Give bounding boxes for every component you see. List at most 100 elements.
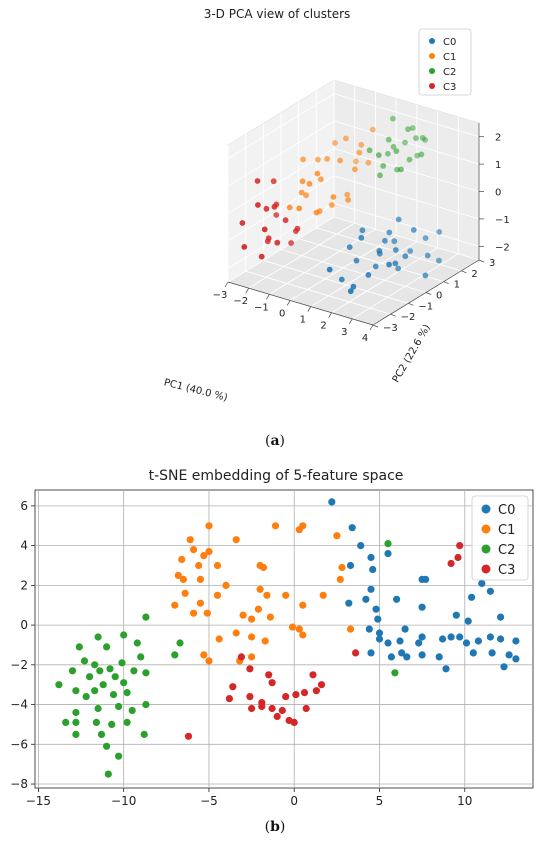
- y-tick-label: 0: [436, 291, 442, 302]
- point-c1: [222, 581, 230, 589]
- point-c0: [418, 651, 426, 659]
- x-tick-label: 0: [279, 308, 285, 319]
- point-c0: [422, 235, 429, 242]
- caption-close: ): [279, 433, 285, 449]
- point-c0: [347, 288, 354, 295]
- point-c0: [418, 633, 426, 641]
- point-c3: [241, 244, 248, 250]
- point-c2: [109, 691, 118, 699]
- point-c3: [248, 704, 256, 713]
- point-c0: [447, 633, 455, 641]
- x-tick: [266, 294, 270, 300]
- point-c2: [377, 172, 383, 179]
- point-c3: [225, 695, 233, 703]
- y-tick-label: 6: [20, 499, 28, 513]
- point-c3: [292, 691, 300, 699]
- point-c0: [415, 639, 423, 647]
- legend-marker: [481, 504, 491, 514]
- point-c1: [203, 609, 211, 617]
- x-tick-label: 10: [457, 794, 472, 808]
- point-c3: [288, 240, 294, 246]
- point-c1: [174, 571, 182, 579]
- legend-marker: [429, 53, 435, 59]
- axis-line: [227, 281, 374, 326]
- point-c2: [72, 708, 80, 717]
- x-tick-label: −2: [233, 296, 248, 307]
- point-c1: [186, 536, 194, 544]
- caption-b: (b): [0, 819, 550, 835]
- point-c2: [133, 639, 141, 647]
- grid-line: [227, 175, 335, 242]
- point-c1: [195, 561, 203, 570]
- legend-label: C1: [498, 523, 515, 538]
- z-tick-label: −2: [495, 242, 510, 253]
- point-c0: [393, 595, 401, 603]
- point-c1: [299, 631, 307, 639]
- point-c3: [239, 220, 246, 226]
- point-c2: [86, 673, 94, 681]
- point-c1: [190, 546, 198, 554]
- point-c2: [375, 152, 382, 159]
- x-tick: [348, 318, 353, 325]
- point-c0: [402, 253, 409, 260]
- point-c3: [271, 203, 278, 210]
- point-c0: [350, 283, 357, 290]
- x-tick: [328, 312, 332, 318]
- point-c1: [296, 205, 303, 212]
- caption-letter: b: [270, 819, 280, 835]
- point-c2: [142, 669, 150, 677]
- point-c0: [422, 272, 429, 279]
- point-c3: [258, 702, 266, 711]
- point-c3: [317, 681, 326, 689]
- point-c2: [384, 540, 392, 548]
- point-c3: [229, 683, 237, 691]
- legend-marker: [429, 68, 435, 74]
- point-c0: [358, 234, 365, 241]
- point-c2: [72, 718, 80, 726]
- legend-marker: [481, 564, 491, 574]
- point-c0: [357, 542, 365, 550]
- point-c0: [439, 635, 447, 643]
- point-c2: [385, 136, 392, 143]
- point-c0: [391, 238, 398, 245]
- x-tick: [245, 287, 250, 294]
- x-tick: [286, 300, 291, 306]
- point-c2: [409, 125, 416, 131]
- point-c1: [298, 189, 305, 196]
- point-c0: [462, 639, 471, 647]
- tsne-chart: t-SNE embedding of 5-feature space −15 −1…: [10, 468, 534, 808]
- point-c0: [500, 663, 508, 671]
- point-c3: [456, 542, 464, 550]
- point-c3: [274, 239, 281, 246]
- point-c1: [336, 575, 344, 583]
- point-c1: [178, 555, 186, 564]
- point-c1: [248, 633, 256, 641]
- y-tick-label: 1: [454, 280, 460, 291]
- point-c1: [190, 609, 198, 617]
- grid-line: [333, 175, 480, 220]
- point-c0: [375, 629, 384, 637]
- point-c0: [505, 651, 513, 659]
- legend-label: C0: [498, 503, 515, 518]
- point-c2: [418, 151, 425, 158]
- legend-marker: [429, 83, 435, 89]
- point-c1: [337, 157, 343, 164]
- x-tick-label: −10: [111, 794, 136, 808]
- x-tick-label: 1: [300, 315, 306, 326]
- point-c0: [422, 575, 430, 583]
- point-c0: [328, 498, 336, 506]
- data-points: [55, 498, 520, 778]
- point-c0: [486, 633, 494, 641]
- point-c1: [343, 135, 349, 142]
- point-c2: [419, 135, 426, 141]
- y-tick-label: −1: [418, 301, 433, 312]
- point-c2: [94, 704, 102, 713]
- x-tick-label: −3: [213, 290, 228, 301]
- point-c3: [246, 693, 254, 701]
- point-c0: [497, 613, 505, 621]
- point-c2: [413, 135, 419, 142]
- point-c2: [137, 653, 145, 661]
- point-c1: [181, 589, 189, 597]
- y-tick: [390, 313, 396, 317]
